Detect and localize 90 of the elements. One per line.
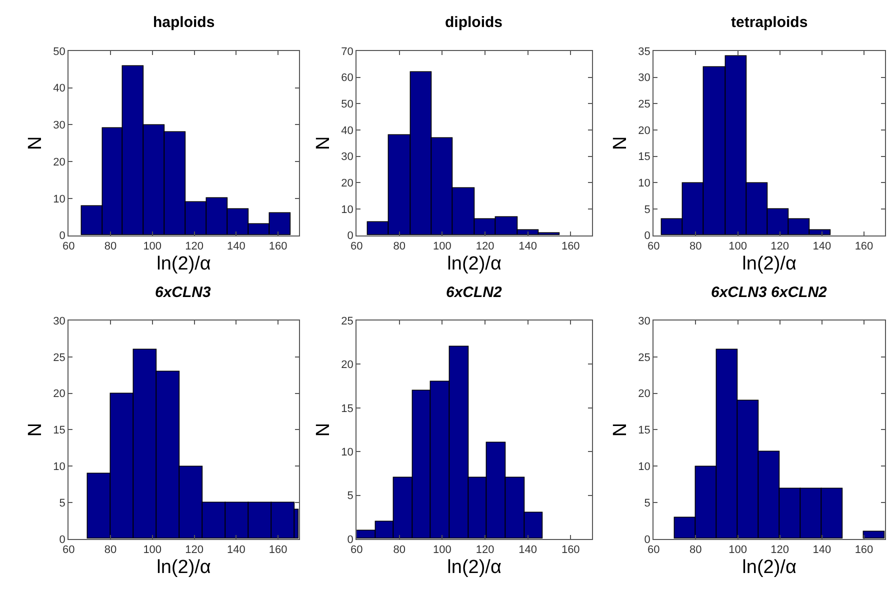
y-tick-label: 5 xyxy=(347,490,354,502)
x-tick-label: 80 xyxy=(690,240,702,252)
x-tick-label: 100 xyxy=(143,544,162,556)
y-tick-label: 0 xyxy=(644,230,650,242)
y-tick-label: 0 xyxy=(59,534,66,546)
x-tick-label: 140 xyxy=(812,544,832,556)
y-tick-label: 20 xyxy=(341,359,354,372)
y-tick-label: 30 xyxy=(341,151,354,164)
x-axis-title: ln(2)/α xyxy=(156,556,211,578)
x-tick-label: 120 xyxy=(770,544,790,556)
x-tick-label: 80 xyxy=(104,544,117,556)
y-tick-label: 50 xyxy=(341,98,354,111)
y-tick-label: 30 xyxy=(53,120,66,132)
y-tick-label: 20 xyxy=(53,388,66,400)
x-tick-label: 140 xyxy=(226,544,246,556)
y-tick-label: 0 xyxy=(59,230,66,242)
x-tick-label: 80 xyxy=(393,240,406,252)
x-tick-label: 100 xyxy=(728,240,747,252)
y-tick-label: 15 xyxy=(638,424,650,437)
x-tick-label: 100 xyxy=(433,544,452,556)
y-tick-label: 10 xyxy=(638,177,650,190)
x-axis-title: ln(2)/α xyxy=(742,253,796,274)
x-tick-label: 160 xyxy=(854,544,874,556)
x-axis-title: ln(2)/α xyxy=(447,556,502,578)
chart-title: 6xCLN2 xyxy=(446,284,503,301)
x-tick-label: 80 xyxy=(104,240,117,252)
x-tick-label: 140 xyxy=(226,240,246,252)
x-tick-label: 160 xyxy=(854,240,874,252)
y-tick-label: 10 xyxy=(638,461,650,474)
y-tick-label: 5 xyxy=(644,497,650,510)
y-tick-label: 40 xyxy=(341,124,354,137)
x-tick-label: 140 xyxy=(518,544,537,556)
y-tick-label: 25 xyxy=(53,352,66,364)
chart-title: tetraploids xyxy=(731,14,808,31)
chart-title: diploids xyxy=(445,14,502,31)
x-tick-label: 80 xyxy=(393,544,406,556)
y-tick-label: 25 xyxy=(638,352,650,364)
x-tick-label: 140 xyxy=(518,240,537,252)
y-tick-label: 70 xyxy=(341,46,354,58)
y-axis-title: N xyxy=(24,136,46,150)
x-tick-label: 160 xyxy=(268,544,288,556)
y-tick-label: 35 xyxy=(638,46,650,58)
y-tick-label: 15 xyxy=(341,402,354,415)
y-tick-label: 30 xyxy=(638,72,650,84)
y-tick-label: 50 xyxy=(53,46,66,58)
y-axis-title: N xyxy=(313,136,334,150)
y-tick-label: 20 xyxy=(341,177,354,190)
chart-title: haploids xyxy=(153,14,215,31)
y-tick-label: 15 xyxy=(53,424,66,437)
y-tick-label: 40 xyxy=(53,82,66,95)
x-tick-label: 100 xyxy=(143,240,162,252)
y-tick-label: 10 xyxy=(341,446,354,458)
x-tick-label: 160 xyxy=(561,240,580,252)
y-tick-label: 25 xyxy=(638,98,650,111)
y-tick-label: 15 xyxy=(638,151,650,164)
chart-title: 6xCLN3 xyxy=(155,284,212,301)
y-tick-label: 10 xyxy=(341,204,354,216)
x-tick-label: 120 xyxy=(476,240,494,252)
y-axis-title: N xyxy=(24,422,46,437)
y-tick-label: 30 xyxy=(53,315,66,328)
x-tick-label: 80 xyxy=(690,544,702,556)
x-tick-label: 160 xyxy=(561,544,580,556)
chart-title: 6xCLN3 6xCLN2 xyxy=(711,284,828,301)
y-tick-label: 20 xyxy=(53,156,66,168)
x-tick-label: 100 xyxy=(728,544,747,556)
x-tick-label: 120 xyxy=(185,544,204,556)
y-tick-label: 25 xyxy=(341,315,354,328)
y-tick-label: 60 xyxy=(341,72,354,84)
y-tick-label: 30 xyxy=(638,315,650,328)
x-tick-label: 120 xyxy=(476,544,494,556)
y-tick-label: 20 xyxy=(638,388,650,400)
x-axis-title: ln(2)/α xyxy=(447,253,502,274)
x-tick-label: 160 xyxy=(268,240,288,252)
x-tick-label: 100 xyxy=(433,240,452,252)
y-tick-label: 0 xyxy=(644,534,650,546)
y-axis-title: N xyxy=(610,136,631,150)
x-tick-label: 120 xyxy=(185,240,204,252)
y-tick-label: 0 xyxy=(347,534,354,546)
x-tick-label: 140 xyxy=(812,240,832,252)
y-tick-label: 5 xyxy=(644,204,650,216)
y-tick-label: 10 xyxy=(53,193,66,206)
y-axis-title: N xyxy=(313,422,334,437)
y-tick-label: 5 xyxy=(59,497,66,510)
y-tick-label: 20 xyxy=(638,124,650,137)
y-axis-title: N xyxy=(610,422,631,437)
x-tick-label: 120 xyxy=(770,240,790,252)
x-axis-title: ln(2)/α xyxy=(742,556,796,578)
x-axis-title: ln(2)/α xyxy=(156,253,211,274)
y-tick-label: 10 xyxy=(53,461,66,474)
y-tick-label: 0 xyxy=(347,230,354,242)
